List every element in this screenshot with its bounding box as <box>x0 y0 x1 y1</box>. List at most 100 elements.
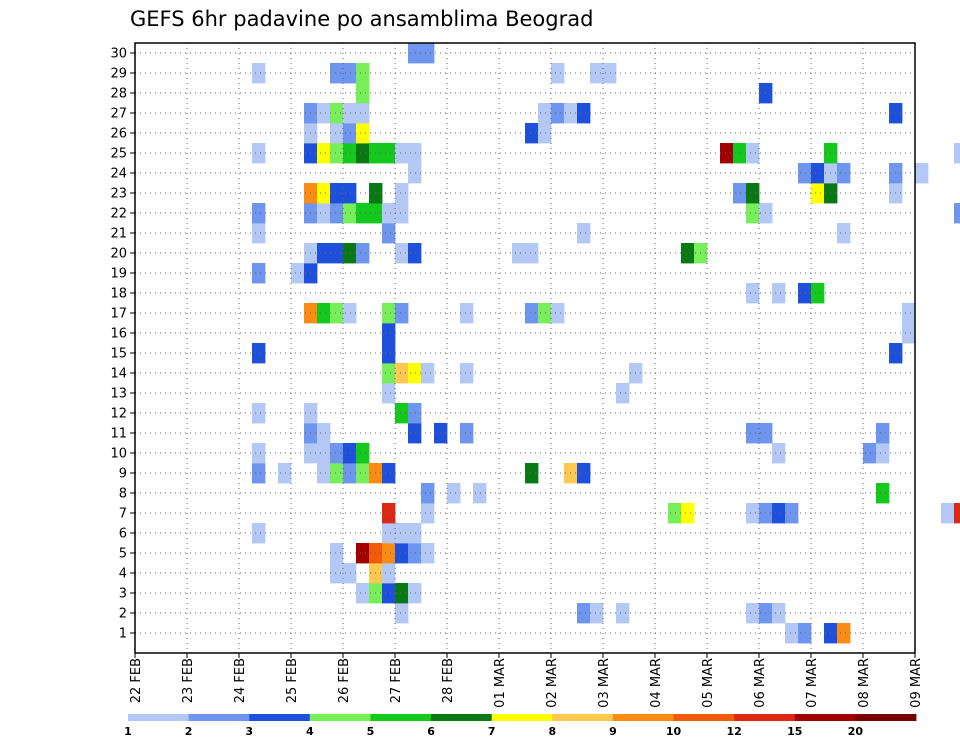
heatmap-cell <box>811 283 825 304</box>
y-tick-label: 17 <box>110 307 127 322</box>
colorbar-swatch <box>855 714 917 721</box>
x-tick-label: 28 FEB <box>441 658 456 703</box>
heatmap-cell <box>798 283 812 304</box>
heatmap-cell <box>772 503 786 524</box>
colorbar-label: 4 <box>306 725 314 738</box>
heatmap-cell <box>460 423 474 444</box>
heatmap-cell <box>356 543 370 564</box>
heatmap-cell <box>369 143 396 164</box>
heatmap-cell <box>330 103 344 124</box>
y-tick-label: 10 <box>110 447 127 462</box>
colorbar-label: 3 <box>245 725 253 738</box>
heatmap-cell <box>460 303 474 324</box>
colorbar-swatch <box>734 714 796 721</box>
heatmap-cell <box>395 363 409 384</box>
heatmap-cell <box>577 223 591 244</box>
colorbar-label: 2 <box>185 725 193 738</box>
y-tick-label: 14 <box>110 367 127 382</box>
heatmap-cell <box>746 503 760 524</box>
heatmap-cell <box>252 443 266 464</box>
heatmap-cell <box>395 143 422 164</box>
colorbar-label: 6 <box>427 725 435 738</box>
heatmap-cell <box>382 523 422 544</box>
heatmap-cell <box>811 163 825 184</box>
x-tick-label: 01 MAR <box>493 658 508 708</box>
colorbar: 1 2 3 4 5 6 7 8 9 10 12 15 20 <box>124 714 917 738</box>
heatmap-cell <box>837 223 851 244</box>
heatmap-cell <box>330 463 344 484</box>
y-tick-label: 26 <box>110 127 127 142</box>
y-tick-label: 28 <box>110 87 127 102</box>
heatmap-cell <box>902 323 916 344</box>
y-tick-label: 13 <box>110 387 127 402</box>
y-tick-label: 21 <box>110 227 127 242</box>
heatmap-cell <box>408 423 422 444</box>
heatmap-cell <box>798 163 812 184</box>
heatmap-cell <box>356 463 370 484</box>
colorbar-swatch <box>673 714 735 721</box>
x-tick-label: 08 MAR <box>857 658 872 708</box>
y-tick-label: 15 <box>110 347 127 362</box>
heatmap-cell <box>395 583 409 604</box>
heatmap-cell <box>395 203 409 224</box>
x-tick-label: 07 MAR <box>805 658 820 708</box>
heatmap-cell <box>343 303 357 324</box>
y-tick-label: 20 <box>110 247 127 262</box>
heatmap-cell <box>382 463 396 484</box>
x-tick-label: 22 FEB <box>129 658 144 703</box>
heatmap-cell <box>616 383 630 404</box>
heatmap-cell <box>395 543 409 564</box>
heatmap-cell <box>798 623 812 644</box>
heatmap-cell <box>902 303 916 324</box>
y-axis: 1234567891011121314151617181920212223242… <box>110 47 135 642</box>
colorbar-label: 12 <box>727 725 742 738</box>
heatmap-cell <box>551 63 565 84</box>
heatmap-cell <box>317 203 331 224</box>
heatmap-cell <box>252 223 266 244</box>
y-tick-label: 4 <box>119 567 127 582</box>
x-tick-label: 05 MAR <box>701 658 716 708</box>
heatmap-cell <box>408 163 422 184</box>
y-tick-label: 1 <box>119 627 127 642</box>
heatmap-cell <box>837 623 851 644</box>
heatmap-cell <box>616 603 630 624</box>
heatmap-cell <box>421 543 435 564</box>
heatmap-cell <box>382 363 396 384</box>
heatmap-cell <box>356 583 370 604</box>
plot-frame <box>134 42 916 654</box>
heatmap-cell <box>746 203 760 224</box>
heatmap-cell <box>252 463 266 484</box>
heatmap-cell <box>746 143 760 164</box>
heatmap-cell <box>252 263 266 284</box>
heatmap-cell <box>317 463 331 484</box>
y-tick-label: 3 <box>119 587 127 602</box>
heatmap-cell <box>538 103 552 124</box>
colorbar-swatch <box>309 714 371 721</box>
y-tick-label: 11 <box>110 427 127 442</box>
x-tick-label: 04 MAR <box>649 658 664 708</box>
plot-border <box>134 42 916 654</box>
y-tick-label: 2 <box>119 607 127 622</box>
heatmap-cell <box>538 123 552 144</box>
heatmap-cell <box>382 223 396 244</box>
heatmap-cell <box>343 203 357 224</box>
heatmap-cell <box>343 443 357 464</box>
heatmap-cell <box>395 243 409 264</box>
heatmap-cell <box>772 283 786 304</box>
heatmap-cell <box>343 143 357 164</box>
heatmap-cell <box>252 403 266 424</box>
colorbar-swatch <box>552 714 614 721</box>
heatmap-cell <box>876 423 890 444</box>
heatmap-cell <box>317 143 331 164</box>
heatmap-cell <box>408 363 422 384</box>
heatmap-cell <box>772 603 786 624</box>
colorbar-label: 1 <box>124 725 132 738</box>
heatmap-cell <box>291 263 305 284</box>
heatmap-cell <box>876 483 890 504</box>
heatmap-cell <box>408 403 422 424</box>
heatmap-cell <box>356 143 370 164</box>
heatmap-cell <box>525 303 539 324</box>
heatmap-cells <box>252 43 960 644</box>
heatmap-cell <box>395 403 409 424</box>
heatmap-cell <box>252 523 266 544</box>
